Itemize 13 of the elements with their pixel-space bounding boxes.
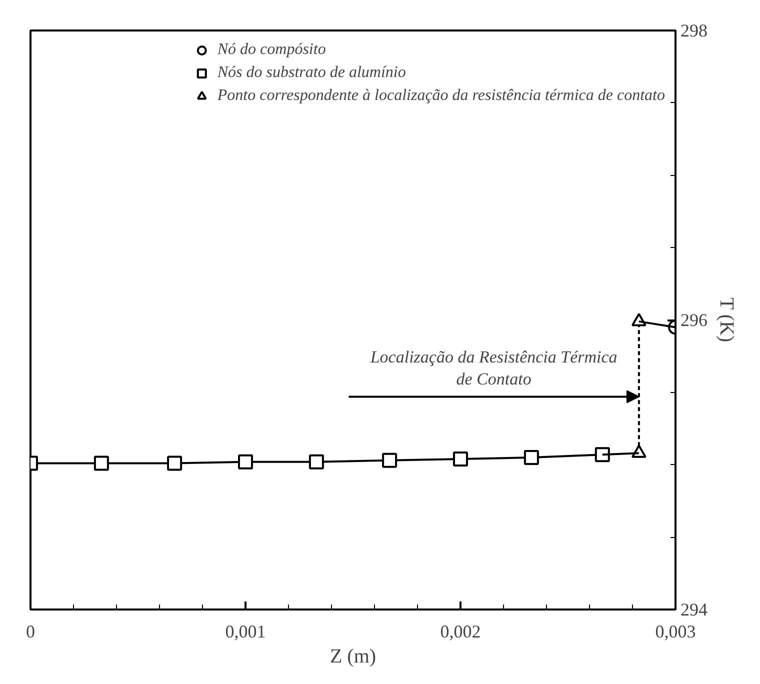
legend-label: Nó do compósito [217,41,326,59]
legend-label: Nós do substrato de alumínio [217,64,406,82]
x-tick-label: 0,003 [655,622,696,642]
x-tick-label: 0,001 [225,622,266,642]
y-tick-label: 298 [680,20,708,40]
y-axis-title: T (K) [716,298,738,342]
x-tick-label: 0,002 [440,622,481,642]
x-axis-title: Z (m) [330,646,376,668]
legend-label: Ponto correspondente à localização da resistência térmica de contato [217,87,665,105]
y-tick-label: 296 [680,310,708,330]
annotation: Localização da Resistência Térmica de Contato [369,348,618,389]
y-tick-label: 294 [680,600,708,620]
x-tick-label: 0 [26,622,35,642]
